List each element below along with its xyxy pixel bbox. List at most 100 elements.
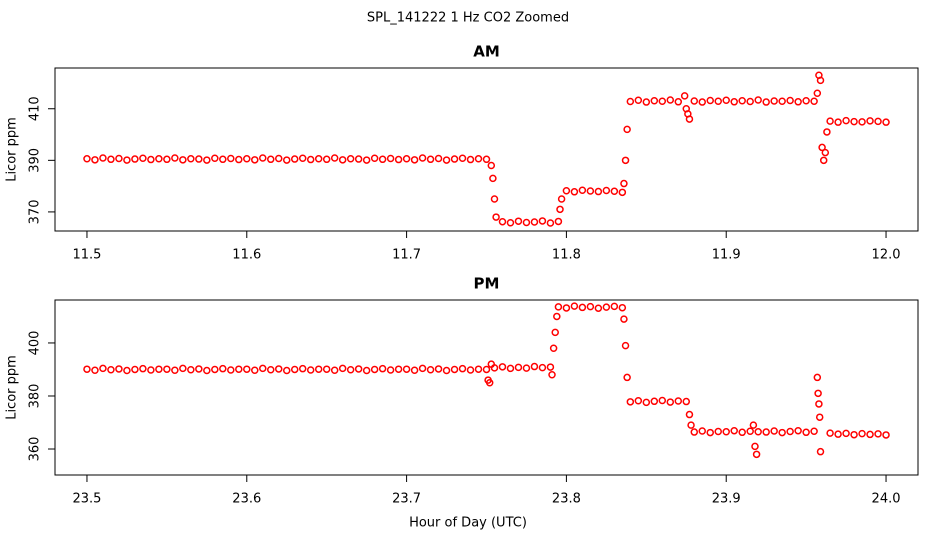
point — [490, 195, 499, 203]
point — [687, 421, 695, 429]
point — [99, 154, 107, 162]
x-tick-label: 23.9 — [712, 492, 741, 507]
point — [346, 365, 355, 374]
point — [538, 217, 547, 225]
point — [882, 118, 890, 126]
point — [834, 430, 842, 438]
point — [458, 154, 467, 163]
point — [147, 366, 155, 374]
point — [650, 397, 659, 406]
y-tick-label: 390 — [28, 148, 43, 173]
point — [498, 363, 507, 371]
x-tick-label: 23.7 — [392, 492, 421, 507]
point — [680, 92, 689, 100]
point — [330, 154, 339, 162]
point — [195, 365, 203, 373]
point — [570, 188, 579, 196]
point — [602, 186, 611, 195]
point — [418, 364, 427, 373]
point — [802, 97, 810, 105]
point — [306, 155, 315, 164]
point — [810, 97, 818, 106]
point — [139, 154, 147, 163]
point — [752, 450, 761, 459]
x-tick-label: 23.6 — [232, 492, 261, 507]
point — [394, 365, 403, 373]
point — [267, 155, 275, 164]
point — [171, 366, 179, 375]
point — [251, 156, 259, 164]
point — [610, 187, 619, 196]
point — [623, 125, 631, 134]
y-tick-label: 370 — [28, 200, 43, 225]
point — [816, 447, 825, 456]
point — [418, 154, 427, 162]
point — [482, 155, 491, 164]
point — [642, 98, 651, 106]
point — [282, 366, 291, 375]
point — [354, 155, 363, 163]
point — [802, 428, 810, 437]
point — [554, 217, 563, 226]
point — [620, 315, 628, 323]
point — [219, 364, 227, 373]
point — [570, 302, 579, 310]
point — [514, 217, 523, 225]
point — [618, 188, 627, 197]
point — [594, 304, 603, 312]
point — [578, 186, 587, 194]
y-tick-label: 360 — [28, 437, 43, 462]
point — [762, 98, 770, 106]
point — [690, 428, 699, 436]
point — [546, 363, 555, 371]
point — [722, 96, 730, 104]
point — [551, 328, 559, 337]
point — [815, 400, 823, 408]
point — [450, 155, 459, 163]
point — [346, 155, 355, 163]
point — [466, 155, 475, 164]
point — [586, 187, 595, 195]
point — [858, 429, 866, 438]
point — [490, 364, 499, 372]
point — [698, 98, 706, 106]
point — [634, 96, 643, 104]
point — [778, 428, 786, 437]
point — [770, 427, 778, 435]
point — [549, 344, 558, 353]
point — [410, 366, 419, 375]
point — [530, 362, 539, 371]
point — [290, 155, 299, 163]
point — [514, 363, 523, 372]
point — [562, 304, 571, 312]
plot-frame — [54, 299, 919, 476]
x-tick-label: 23.8 — [552, 492, 581, 507]
point — [634, 397, 643, 405]
point — [298, 154, 307, 163]
point — [179, 364, 187, 373]
point — [259, 364, 267, 373]
point — [187, 365, 195, 374]
point — [314, 155, 323, 163]
point — [338, 364, 347, 373]
point — [746, 97, 754, 106]
x-tick-label: 11.8 — [552, 248, 581, 263]
point — [123, 156, 131, 164]
point — [751, 442, 759, 451]
point — [402, 365, 411, 373]
point — [813, 373, 822, 382]
y-axis-label: Licor ppm — [5, 117, 20, 182]
x-tick-label: 11.7 — [392, 248, 421, 263]
point — [698, 427, 706, 435]
point — [823, 128, 831, 136]
point — [83, 155, 91, 163]
point — [538, 363, 547, 372]
point — [650, 97, 659, 105]
point — [815, 413, 824, 421]
point — [826, 117, 834, 125]
x-tick-label: 11.9 — [712, 248, 741, 263]
point — [674, 397, 683, 405]
point — [621, 156, 630, 165]
point — [666, 398, 675, 406]
point — [522, 218, 531, 227]
